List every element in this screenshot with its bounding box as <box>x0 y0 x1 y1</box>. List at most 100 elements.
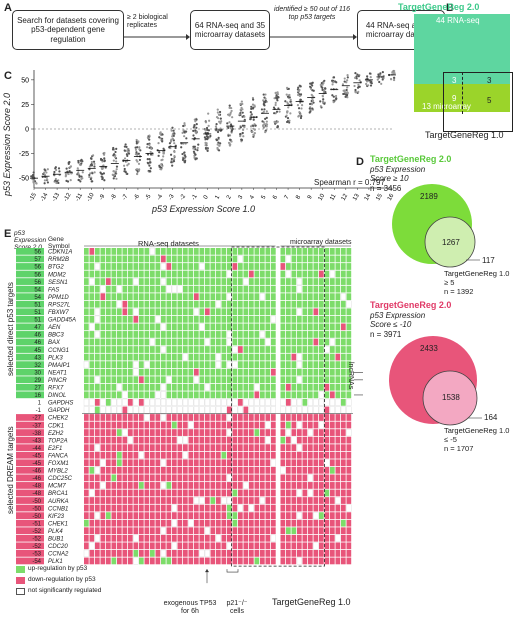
data-point <box>81 177 84 180</box>
heatmap-cell <box>188 474 194 482</box>
heatmap-cell <box>216 527 221 535</box>
heatmap-cell <box>280 527 286 535</box>
arrow1-label: ≥ 2 biological replicates <box>127 14 168 29</box>
heatmap-cell <box>335 496 341 505</box>
heatmap-cell <box>133 542 139 550</box>
heatmap-cell <box>133 406 139 414</box>
heatmap-cell <box>150 285 155 293</box>
heatmap-cell <box>106 315 111 323</box>
heatmap-cell <box>313 482 319 489</box>
heatmap-cell <box>94 308 100 316</box>
heatmap-cell <box>122 270 128 278</box>
heatmap-cell <box>265 550 271 557</box>
data-point <box>171 135 174 138</box>
y-tick-label: -25 <box>19 151 29 158</box>
heatmap-cell <box>286 482 291 489</box>
heatmap-cell <box>199 293 205 301</box>
heatmap-cell <box>254 270 260 278</box>
heatmap-cell <box>232 398 238 406</box>
heatmap-cell <box>139 504 144 512</box>
heatmap-cell <box>84 308 89 316</box>
heatmap-cell <box>155 331 161 338</box>
score-text: -45 <box>32 453 41 459</box>
data-point <box>311 107 314 110</box>
heatmap-cell <box>260 534 265 542</box>
score-text: -1 <box>36 408 42 414</box>
heatmap-cell <box>133 383 139 391</box>
heatmap-cell <box>324 534 330 542</box>
heatmap-cell <box>302 300 308 308</box>
heatmap-cell <box>84 436 89 444</box>
data-point <box>123 149 126 152</box>
heatmap-cell <box>271 368 276 376</box>
heatmap-cell <box>172 278 177 285</box>
heatmap-cell <box>188 414 194 421</box>
data-point <box>238 127 241 130</box>
x-tick-label: 1 <box>214 194 221 200</box>
heatmap-cell <box>346 459 352 467</box>
heatmap-cell <box>161 451 166 459</box>
heatmap-cell <box>307 406 313 414</box>
panel-d-label: D <box>356 156 364 168</box>
heatmap-cell <box>166 300 172 308</box>
heatmap-cell <box>260 459 265 467</box>
heatmap-cell <box>271 338 276 346</box>
heatmap-cell <box>285 429 291 437</box>
heatmap-cell <box>291 557 297 565</box>
data-point <box>148 134 151 137</box>
heatmap-cell <box>260 315 265 323</box>
heatmap-cell <box>171 504 177 512</box>
data-point <box>145 146 149 149</box>
data-point <box>55 180 59 183</box>
heatmap-cell <box>221 421 227 429</box>
score-text: 30 <box>34 370 41 376</box>
heatmap-cell <box>194 444 199 452</box>
data-point <box>54 177 58 181</box>
heatmap-cell <box>271 557 276 565</box>
heatmap-cell <box>215 353 221 361</box>
heatmap-cell <box>232 300 238 308</box>
heatmap-cell <box>232 368 238 376</box>
tgr1-label: TargetGeneReg 1.0 <box>272 597 351 607</box>
heatmap-cell <box>318 406 324 414</box>
heatmap-cell <box>297 542 302 550</box>
data-point <box>297 86 300 89</box>
heatmap-cell <box>117 474 122 482</box>
heatmap-cell <box>128 285 133 293</box>
heatmap-cell <box>128 497 133 504</box>
heatmap-cell <box>199 504 205 512</box>
heatmap-cell <box>139 444 144 452</box>
heatmap-cell <box>296 512 302 520</box>
heatmap-cell <box>238 391 243 399</box>
heatmap-cell <box>286 391 291 399</box>
heatmap-cell <box>243 255 249 263</box>
data-point <box>206 128 209 131</box>
heatmap-cell <box>330 466 335 474</box>
heatmap-cell <box>308 368 313 376</box>
heatmap-cell <box>297 323 302 331</box>
heatmap-cell <box>330 429 335 436</box>
heatmap-cell <box>341 444 346 452</box>
heatmap-cell <box>177 519 183 527</box>
heatmap-cell <box>210 323 216 331</box>
heatmap-cell <box>161 519 166 527</box>
heatmap-cell <box>89 542 95 550</box>
heatmap-cell <box>199 300 205 308</box>
heatmap-cell <box>313 398 319 406</box>
heatmap-cell <box>297 248 302 255</box>
x-tick-label: -2 <box>179 193 187 201</box>
data-point <box>227 113 230 116</box>
heatmap-cell <box>335 512 341 519</box>
heatmap-cell <box>227 444 232 452</box>
heatmap-cell <box>139 497 144 504</box>
heatmap-cell <box>117 270 122 278</box>
heatmap-cell <box>204 406 210 414</box>
heatmap-cell <box>308 353 313 361</box>
heatmap-cell <box>139 489 144 497</box>
heatmap-cell <box>226 270 232 278</box>
data-point <box>275 110 279 113</box>
heatmap-cell <box>100 278 106 285</box>
exogenous-label: exogenous TP53 for 6h <box>163 600 217 616</box>
heatmap-cell <box>117 429 122 436</box>
heatmap-cell <box>330 361 335 368</box>
